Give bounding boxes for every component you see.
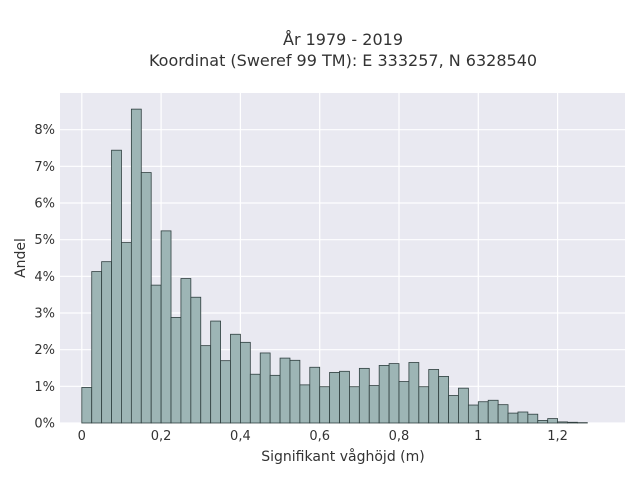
histogram-bar — [150, 284, 162, 424]
histogram-bar — [349, 386, 360, 424]
histogram-bar — [240, 341, 251, 424]
y-tick-label: 0% — [34, 417, 55, 432]
histogram-bar — [368, 385, 380, 424]
y-tick-label: 8% — [34, 123, 55, 138]
x-tick-label: 0,6 — [309, 429, 330, 444]
histogram-bar — [101, 261, 112, 424]
histogram-bar — [339, 370, 350, 424]
histogram-bar — [220, 360, 231, 424]
chart-title-line-2: Koordinat (Sweref 99 TM): E 333257, N 63… — [149, 51, 537, 70]
histogram-bar — [517, 411, 529, 424]
histogram-bar — [487, 399, 499, 424]
histogram-bar — [557, 421, 568, 424]
x-tick-label: 0,4 — [230, 429, 251, 444]
x-tick-label: 1,2 — [547, 429, 568, 444]
histogram-bar — [180, 278, 192, 424]
histogram-bar — [378, 365, 390, 424]
histogram-bar — [210, 320, 221, 424]
histogram-bar — [200, 345, 212, 424]
x-tick-label: 0,2 — [151, 429, 172, 444]
histogram-bar — [160, 230, 172, 424]
histogram-bar — [289, 359, 301, 424]
x-tick-label: 1 — [474, 429, 482, 444]
histogram-bar — [527, 413, 539, 424]
chart-title-line-1: År 1979 - 2019 — [283, 30, 403, 49]
x-tick-label: 0 — [78, 429, 86, 444]
x-axis-ticks: 0 0,2 0,4 0,6 0,8 1 1,2 — [78, 429, 568, 444]
histogram-bar — [438, 376, 449, 424]
histogram-bar — [329, 371, 340, 424]
histogram-bar — [190, 296, 202, 424]
histogram-bar — [249, 373, 261, 424]
bars — [81, 108, 588, 424]
y-tick-label: 6% — [34, 197, 55, 212]
histogram-bar — [230, 333, 241, 424]
histogram-bar — [408, 362, 420, 424]
histogram-bar — [398, 381, 410, 424]
y-tick-label: 2% — [34, 343, 55, 358]
histogram-bar — [418, 386, 430, 424]
y-axis-label: Andel — [13, 238, 29, 278]
histogram-bar — [111, 149, 122, 424]
y-tick-label: 5% — [34, 233, 55, 248]
histogram-bar — [130, 108, 142, 424]
histogram-bar — [319, 386, 331, 424]
histogram-bar — [507, 412, 519, 424]
histogram-bar — [497, 404, 509, 424]
histogram-bar — [458, 387, 469, 424]
histogram-bar — [428, 369, 440, 424]
histogram-bar — [467, 404, 479, 424]
histogram-bar — [269, 374, 281, 424]
histogram-bar — [170, 316, 182, 424]
histogram-bar — [567, 421, 578, 424]
histogram-bar — [279, 357, 291, 424]
histogram-bar — [309, 366, 321, 424]
y-tick-label: 4% — [34, 270, 55, 285]
histogram-bar — [259, 352, 271, 424]
histogram-bar — [121, 242, 132, 424]
histogram-bar — [547, 418, 558, 424]
y-tick-label: 1% — [34, 380, 55, 395]
histogram-bar — [477, 401, 489, 424]
histogram-bar — [299, 384, 311, 424]
histogram-bar — [358, 367, 370, 424]
y-axis-ticks: 0% 1% 2% 3% 4% 5% 6% 7% 8% — [34, 123, 55, 431]
histogram-bar — [537, 420, 549, 424]
histogram-bar — [448, 395, 459, 424]
histogram-bar — [91, 271, 103, 424]
histogram-bar — [388, 363, 400, 424]
histogram-bar — [81, 387, 93, 424]
y-tick-label: 3% — [34, 307, 55, 322]
x-tick-label: 0,8 — [389, 429, 410, 444]
y-tick-label: 7% — [34, 160, 55, 175]
histogram-bar — [140, 172, 152, 424]
x-axis-label: Signifikant våghöjd (m) — [261, 448, 424, 465]
